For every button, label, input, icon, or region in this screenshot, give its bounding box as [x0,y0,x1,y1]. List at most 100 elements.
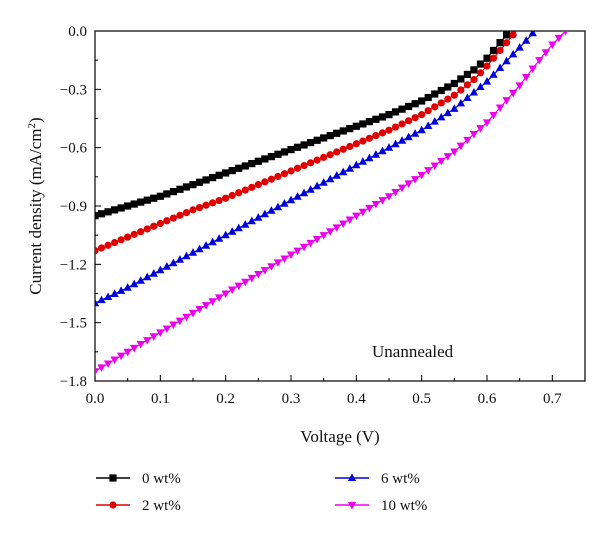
data-point [286,251,296,260]
data-point [483,62,491,70]
data-point [260,209,270,218]
data-point [130,230,138,238]
data-point [457,86,465,94]
data-point [476,60,485,68]
data-point [222,169,230,177]
data-point [371,150,381,158]
data-point [469,87,479,96]
data-point [391,139,400,148]
data-point [201,302,211,310]
data-point [339,167,348,176]
data-point [299,243,309,252]
x-tick-label: 0.1 [151,391,170,407]
data-point [280,199,289,207]
data-point [535,57,544,65]
legend-label: 10 wt% [381,498,427,514]
data-point [95,212,99,220]
data-point [267,175,275,183]
legend-marker [347,501,357,510]
data-point [208,298,217,306]
y-axis: 0.0 −0.3 −0.6 −0.9 −1.2 −1.5 −1.8 [60,24,101,390]
data-point [274,150,282,158]
data-point [411,114,419,122]
data-point [417,125,426,134]
data-point [431,103,439,111]
data-point [326,174,335,183]
data-point [443,153,452,161]
data-point [333,148,341,156]
data-point [411,100,419,108]
data-point [378,197,387,205]
data-point [431,90,439,98]
data-point [489,111,498,120]
data-point [176,185,184,193]
data-point [162,325,172,333]
data-point [169,321,178,330]
data-point [346,142,354,151]
data-point [137,228,145,236]
data-point [104,241,112,249]
data-point [444,95,452,103]
data-point [215,171,223,179]
data-point [247,216,256,225]
data-point [496,39,504,47]
x-tick-label: 0.3 [282,391,301,407]
series-line [95,31,511,217]
data-point [430,162,439,171]
data-point [489,46,498,55]
data-point [130,279,139,288]
data-point [503,31,511,39]
data-point [234,223,243,232]
data-point [444,83,452,91]
data-point [189,181,197,189]
data-point [221,230,230,239]
x-axis-title: Voltage (V) [300,427,379,446]
data-point [522,36,531,44]
legend-item: 2 wt% [96,498,181,514]
data-point [482,77,492,85]
data-point [136,276,145,284]
data-point [143,196,151,204]
data-point [372,115,380,123]
data-point [149,269,158,277]
data-point [320,153,328,161]
data-point [397,184,407,193]
data-point [228,227,237,235]
data-point [95,298,100,307]
data-point [515,43,524,51]
data-point [457,75,465,83]
data-point [378,113,387,121]
data-point [116,286,126,294]
data-point [293,143,302,151]
data-point [175,317,185,326]
data-point [365,204,374,213]
legend-label: 2 wt% [142,498,181,514]
data-point [437,99,445,107]
data-point [548,41,557,50]
data-point [254,157,262,165]
data-point [176,211,184,219]
data-point [450,79,458,88]
data-point [437,157,446,166]
data-point [541,49,550,57]
x-tick-label: 0.6 [478,391,497,407]
data-point [195,178,204,186]
data-point [371,200,381,209]
data-point [405,117,413,125]
data-point [345,164,354,172]
data-point [110,289,119,297]
data-point [280,148,289,156]
data-point [463,136,472,145]
data-point [456,142,466,151]
series-6wt [95,31,537,307]
data-point [209,174,217,182]
data-point [437,112,446,121]
data-point [515,82,524,90]
data-point [339,220,348,228]
y-tick-label: −0.6 [60,141,88,157]
data-point [280,170,289,178]
data-point [365,118,373,126]
x-tick-label: 0.7 [543,391,562,407]
data-point [261,178,269,186]
